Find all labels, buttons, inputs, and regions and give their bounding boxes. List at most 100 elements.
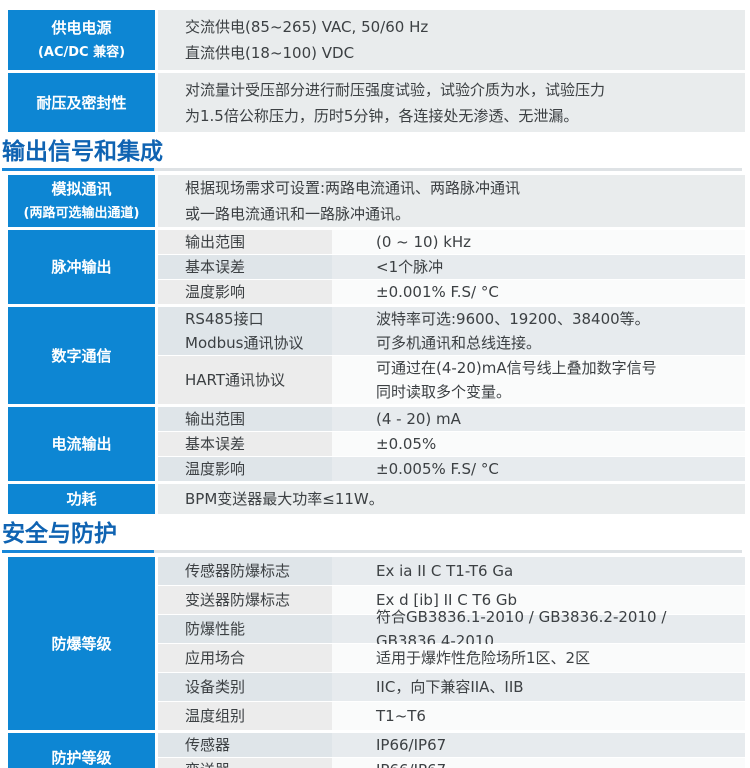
analog-comm-content: 根据现场需求可设置:两路电流通讯、两路脉冲通讯 或一路电流通讯和一路脉冲通讯。 — [158, 175, 745, 227]
table-subrow: 基本误差 ±0.05% — [158, 432, 745, 456]
param-label: 变送器 — [158, 758, 332, 768]
table-subrow: HART通讯协议 可通过在(4-20)mA信号线上叠加数字信号 同时读取多个变量… — [158, 356, 745, 404]
param-label-line: Modbus通讯协议 — [185, 334, 304, 352]
param-value: IIC，向下兼容IIA、IIB — [332, 673, 745, 701]
param-label: 应用场合 — [158, 644, 332, 672]
param-value: T1~T6 — [332, 702, 745, 730]
row-header-power-consumption: 功耗 — [8, 484, 155, 514]
table-subrow: 变送器 IP66/IP67 — [158, 758, 745, 768]
param-label: 防爆性能 — [158, 615, 332, 643]
param-value-line: 波特率可选:9600、19200、38400等。 — [376, 310, 650, 328]
power-pressure-table: 供电电源 (AC/DC 兼容) 交流供电(85~265) VAC, 50/60 … — [8, 10, 745, 132]
row-header-sublabel: (AC/DC 兼容) — [37, 44, 126, 60]
param-value: Ex d [ib] II C T6 Gb — [332, 586, 745, 614]
underline-gray-segment — [154, 550, 742, 553]
underline-accent-segment — [2, 550, 154, 553]
param-value: 可通过在(4-20)mA信号线上叠加数字信号 同时读取多个变量。 — [332, 356, 745, 404]
spec-text-line: 直流供电(18~100) VDC — [185, 44, 355, 62]
param-label: 温度影响 — [158, 280, 332, 304]
param-label: 基本误差 — [158, 255, 332, 279]
param-label: 输出范围 — [158, 407, 332, 431]
param-value-line: 可多机通讯和总线连接。 — [376, 334, 542, 352]
param-label: RS485接口 Modbus通讯协议 — [158, 307, 332, 355]
section-title: 安全与防护 — [2, 521, 117, 547]
table-subrow: 基本误差 <1个脉冲 — [158, 255, 745, 279]
param-label: 传感器 — [158, 733, 332, 757]
row-header-label: 防爆等级 — [51, 634, 112, 653]
output-signals-table: 模拟通讯 (两路可选输出通道) 根据现场需求可设置:两路电流通讯、两路脉冲通讯 … — [8, 175, 745, 514]
param-value-line: 同时读取多个变量。 — [376, 383, 512, 401]
row-header-ingress-protection: 防护等级 — [8, 733, 155, 768]
param-label: 传感器防爆标志 — [158, 557, 332, 585]
table-subrow: RS485接口 Modbus通讯协议 波特率可选:9600、19200、3840… — [158, 307, 745, 355]
param-label: HART通讯协议 — [158, 356, 332, 404]
row-header-pressure-seal: 耐压及密封性 — [8, 73, 155, 132]
table-row: 耐压及密封性 对流量计受压部分进行耐压强度试验，试验介质为水，试验压力 为1.5… — [8, 73, 745, 132]
section-title: 输出信号和集成 — [2, 139, 163, 165]
param-value: Ex ia II C T1-T6 Ga — [332, 557, 745, 585]
row-header-current-output: 电流输出 — [8, 407, 155, 481]
param-label: 温度组别 — [158, 702, 332, 730]
row-header-label: 供电电源 — [51, 18, 112, 37]
param-label-line: RS485接口 — [185, 310, 264, 328]
table-row-group-pulse-output: 脉冲输出 输出范围 (0 ~ 10) kHz 基本误差 <1个脉冲 温度影响 ±… — [8, 230, 745, 304]
row-header-label: 耐压及密封性 — [36, 93, 127, 112]
section-output-signals: 输出信号和集成 — [2, 138, 742, 171]
row-header-label: 模拟通讯 — [51, 179, 112, 198]
row-header-label: 功耗 — [66, 490, 97, 508]
table-row-group-digital-comm: 数字通信 RS485接口 Modbus通讯协议 波特率可选:9600、19200… — [8, 307, 745, 404]
table-subrow: 传感器防爆标志 Ex ia II C T1-T6 Ga — [158, 557, 745, 585]
table-subrow: 输出范围 (4 - 20) mA — [158, 407, 745, 431]
table-subrow: 应用场合 适用于爆炸性危险场所1区、2区 — [158, 644, 745, 672]
table-row: 功耗 BPM变送器最大功率≤11W。 — [8, 484, 745, 514]
param-value: 适用于爆炸性危险场所1区、2区 — [332, 644, 745, 672]
table-subrow: 传感器 IP66/IP67 — [158, 733, 745, 757]
row-header-digital-comm: 数字通信 — [8, 307, 155, 404]
row-header-pulse-output: 脉冲输出 — [8, 230, 155, 304]
param-value: <1个脉冲 — [332, 255, 745, 279]
table-subrow: 温度影响 ±0.001% F.S/ °C — [158, 280, 745, 304]
spec-text-line: 为1.5倍公称压力，历时5分钟，各连接处无渗透、无泄漏。 — [185, 106, 579, 125]
spec-text-line: 根据现场需求可设置:两路电流通讯、两路脉冲通讯 — [185, 179, 521, 197]
param-label: 输出范围 — [158, 230, 332, 254]
section-safety-protection: 安全与防护 — [2, 520, 742, 553]
row-header-sublabel: (两路可选输出通道) — [23, 205, 140, 221]
param-label: 温度影响 — [158, 457, 332, 481]
table-subrow: 设备类别 IIC，向下兼容IIA、IIB — [158, 673, 745, 701]
pressure-seal-content: 对流量计受压部分进行耐压强度试验，试验介质为水，试验压力 为1.5倍公称压力，历… — [158, 73, 745, 132]
row-header-label: 电流输出 — [51, 435, 112, 453]
power-supply-content: 交流供电(85~265) VAC, 50/60 Hz 直流供电(18~100) … — [158, 10, 745, 70]
param-value: ±0.05% — [332, 432, 745, 456]
row-header-analog-comm: 模拟通讯 (两路可选输出通道) — [8, 175, 155, 227]
table-subrow: 温度影响 ±0.005% F.S/ °C — [158, 457, 745, 481]
table-subrow: 变送器防爆标志 Ex d [ib] II C T6 Gb — [158, 586, 745, 614]
row-header-power-supply: 供电电源 (AC/DC 兼容) — [8, 10, 155, 70]
param-value: (0 ~ 10) kHz — [332, 230, 745, 254]
table-row: 供电电源 (AC/DC 兼容) 交流供电(85~265) VAC, 50/60 … — [8, 10, 745, 70]
spec-text-line: 对流量计受压部分进行耐压强度试验，试验介质为水，试验压力 — [185, 80, 606, 99]
param-value: (4 - 20) mA — [332, 407, 745, 431]
param-value: IP66/IP67 — [332, 733, 745, 757]
param-value: 波特率可选:9600、19200、38400等。 可多机通讯和总线连接。 — [332, 307, 745, 355]
section-underline — [2, 168, 742, 171]
param-value: 符合GB3836.1-2010 / GB3836.2-2010 / GB3836… — [332, 608, 745, 650]
param-label: 基本误差 — [158, 432, 332, 456]
table-subrow: 温度组别 T1~T6 — [158, 702, 745, 730]
section-underline — [2, 550, 742, 553]
row-header-label: 数字通信 — [51, 346, 112, 365]
param-value-line: 可通过在(4-20)mA信号线上叠加数字信号 — [376, 359, 657, 377]
param-value: IP66/IP67 — [332, 758, 745, 768]
table-subrow: 防爆性能 符合GB3836.1-2010 / GB3836.2-2010 / G… — [158, 608, 745, 650]
row-header-label: 脉冲输出 — [51, 258, 112, 276]
table-row: 模拟通讯 (两路可选输出通道) 根据现场需求可设置:两路电流通讯、两路脉冲通讯 … — [8, 175, 745, 227]
table-row-group-ingress-protection: 防护等级 传感器 IP66/IP67 变送器 IP66/IP67 — [8, 733, 745, 768]
table-subrow: 输出范围 (0 ~ 10) kHz — [158, 230, 745, 254]
param-value: ±0.005% F.S/ °C — [332, 457, 745, 481]
underline-accent-segment — [2, 168, 154, 171]
row-header-explosion-proof: 防爆等级 — [8, 557, 155, 730]
param-label-line: HART通讯协议 — [185, 371, 286, 389]
row-header-label: 防护等级 — [51, 748, 112, 767]
spec-text-line: BPM变送器最大功率≤11W。 — [185, 490, 384, 508]
spec-text-line: 或一路电流通讯和一路脉冲通讯。 — [185, 205, 411, 223]
